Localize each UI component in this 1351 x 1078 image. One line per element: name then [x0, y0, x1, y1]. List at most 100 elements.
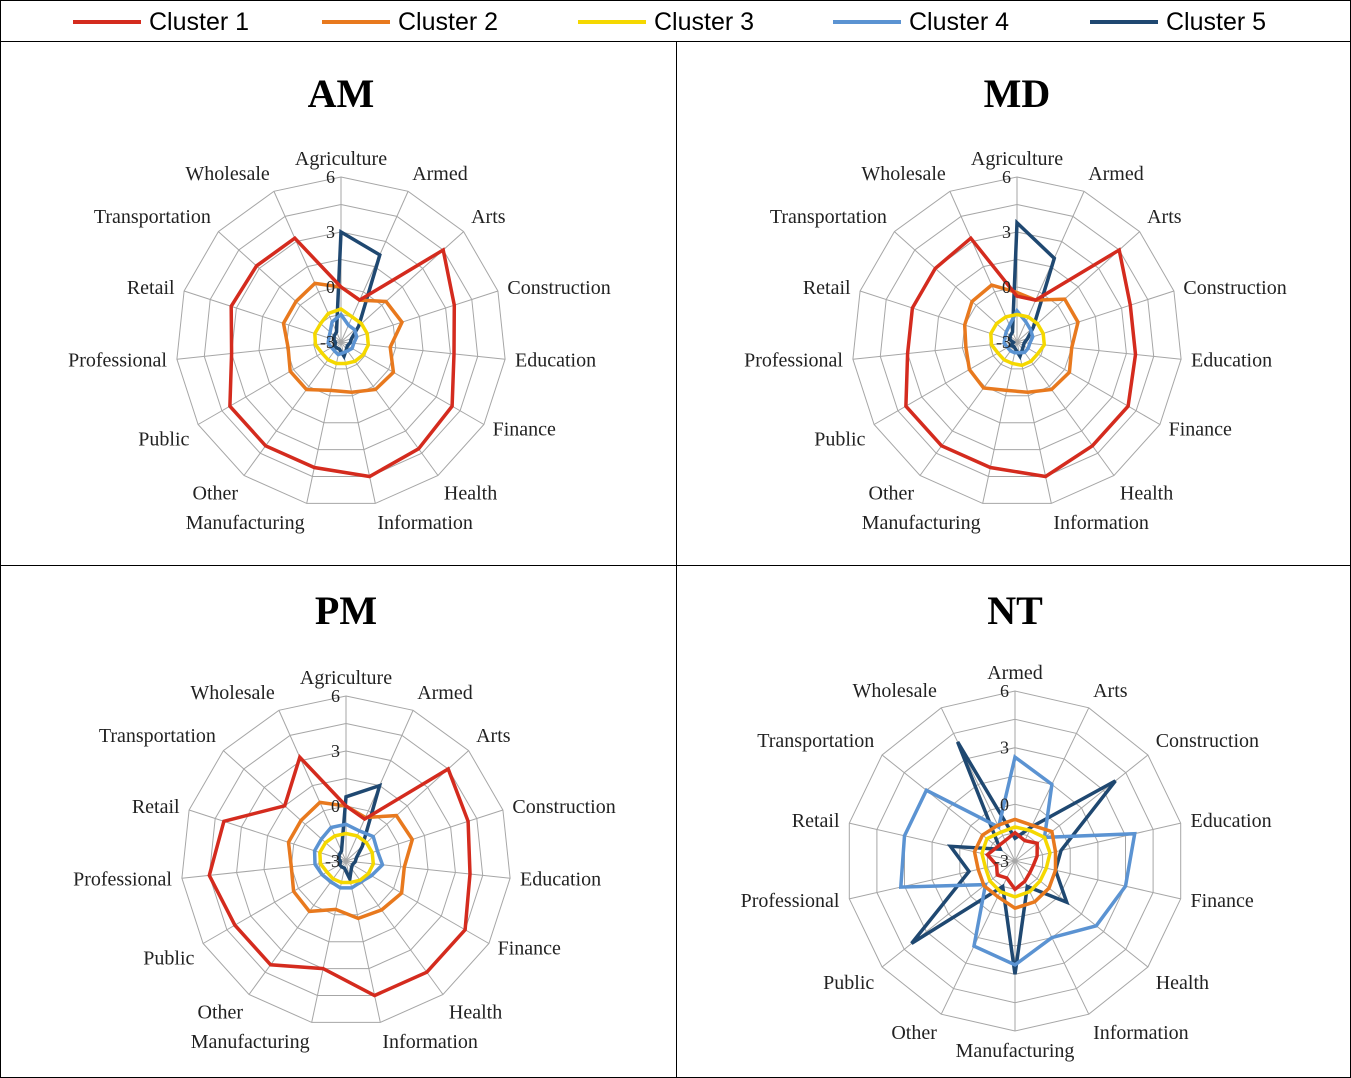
chart-title: PM — [315, 588, 377, 633]
tick-label: 6 — [331, 686, 340, 706]
grid-ring — [236, 750, 456, 970]
category-label: Other — [193, 483, 239, 505]
series-line-cluster-4 — [1002, 307, 1035, 355]
category-label: Arts — [476, 725, 511, 747]
category-label: Information — [377, 512, 473, 534]
grid-spoke — [881, 754, 1016, 862]
tick-label: 0 — [1002, 277, 1011, 297]
grid-ring — [961, 286, 1073, 397]
category-label: Other — [869, 483, 915, 505]
series-group — [904, 218, 1138, 479]
category-label: Armed — [412, 163, 468, 185]
series-line-cluster-4 — [326, 311, 359, 357]
series-line-cluster-2 — [281, 281, 405, 394]
grid-spoke — [248, 860, 347, 995]
series-line-cluster-2 — [962, 283, 1080, 394]
category-label: Retail — [792, 810, 840, 832]
tick-label: 3 — [1000, 738, 1009, 758]
tick-label: 0 — [326, 277, 335, 297]
tick-label: -3 — [996, 332, 1011, 352]
grid-spoke — [1016, 341, 1161, 425]
category-label: Agriculture — [300, 667, 392, 689]
category-label: Manufacturing — [191, 1031, 310, 1053]
panel-md: MD -3 0 3 6 Agriculture Armed Arts Construction E… — [676, 41, 1351, 566]
grid-ring — [934, 258, 1100, 424]
chart-title: MD — [984, 71, 1051, 116]
radar-grid — [181, 695, 511, 1023]
series-line-cluster-3 — [313, 307, 371, 366]
panel-am: AM -3 0 3 6 Agriculture Armed Arts Construction E… — [0, 41, 677, 566]
legend-swatch — [322, 20, 390, 24]
grid-spoke — [243, 341, 342, 476]
category-label: Wholesale — [852, 680, 937, 702]
grid-ring — [879, 203, 1155, 477]
category-label: Education — [1191, 349, 1272, 371]
tick-label: -3 — [325, 851, 340, 871]
series-line-cluster-5 — [337, 782, 383, 885]
legend-item-cluster-4: Cluster 4 — [833, 7, 1009, 37]
category-label: Construction — [1183, 277, 1286, 299]
category-label: Finance — [498, 938, 561, 960]
category-label: Manufacturing — [186, 512, 305, 534]
category-label: Other — [198, 1002, 244, 1024]
series-line-cluster-2 — [286, 800, 415, 921]
category-label: Health — [449, 1002, 502, 1024]
grid-spoke — [849, 860, 1016, 900]
category-label: Armed — [987, 662, 1043, 684]
series-line-cluster-1 — [228, 235, 457, 479]
grid-spoke — [919, 341, 1018, 476]
grid-spoke — [1016, 341, 1115, 476]
category-label: Health — [444, 483, 497, 505]
grid-spoke — [982, 341, 1018, 504]
grid-spoke — [873, 341, 1018, 425]
category-label: Public — [138, 429, 189, 451]
grid-ring — [258, 258, 424, 424]
legend-label: Cluster 1 — [149, 7, 250, 36]
grid-ring — [176, 176, 506, 504]
tick-label: 0 — [331, 796, 340, 816]
grid-spoke — [852, 341, 1018, 360]
category-label: Manufacturing — [862, 512, 981, 534]
legend-item-cluster-5: Cluster 5 — [1090, 7, 1266, 37]
category-label: Health — [1120, 483, 1173, 505]
grid-spoke — [197, 341, 342, 425]
category-label: Professional — [744, 349, 843, 371]
category-label: Finance — [1191, 890, 1254, 912]
grid-spoke — [183, 290, 342, 343]
category-label: Professional — [741, 890, 840, 912]
legend-swatch — [833, 20, 901, 24]
series-line-cluster-1 — [904, 235, 1138, 479]
series-group — [228, 229, 457, 479]
tick-label: 6 — [1002, 167, 1011, 187]
tick-label: 3 — [331, 741, 340, 761]
series-line-cluster-4 — [898, 754, 1137, 967]
grid-spoke — [176, 341, 342, 360]
category-label: Health — [1156, 972, 1209, 994]
series-line-cluster-3 — [318, 831, 376, 885]
category-label: Public — [143, 948, 194, 970]
category-label: Agriculture — [295, 148, 387, 170]
category-label: Education — [1191, 810, 1272, 832]
tick-label: 3 — [326, 222, 335, 242]
category-label: Construction — [512, 796, 615, 818]
grid-ring — [852, 176, 1182, 504]
category-label: Education — [515, 349, 596, 371]
category-label: Professional — [73, 868, 172, 890]
category-label: Transportation — [99, 725, 216, 747]
grid-spoke — [859, 290, 1018, 343]
category-label: Manufacturing — [956, 1040, 1075, 1062]
category-label: Armed — [1088, 163, 1144, 185]
category-label: Information — [1053, 512, 1149, 534]
grid-spoke — [881, 860, 1016, 968]
category-label: Arts — [1093, 680, 1128, 702]
category-label: Finance — [493, 419, 556, 441]
chart-title: AM — [308, 71, 375, 116]
category-label: Public — [823, 972, 874, 994]
grid-spoke — [1014, 860, 1149, 968]
category-label: Retail — [803, 277, 851, 299]
grid-spoke — [940, 707, 1016, 862]
series-line-cluster-2 — [972, 817, 1058, 911]
